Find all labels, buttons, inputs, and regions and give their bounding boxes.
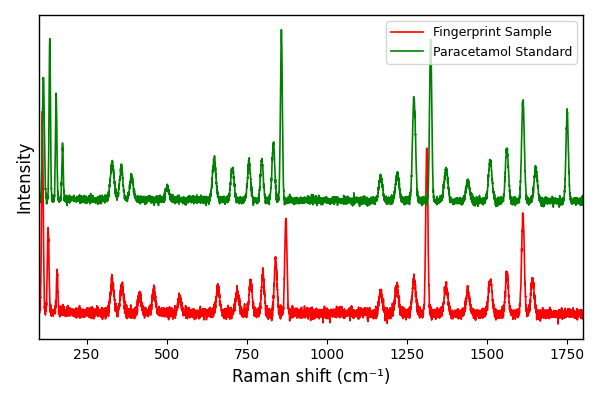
Fingerprint Sample — [134, 303, 141, 308]
Paracetamol Standard — [556, 205, 563, 210]
Paracetamol Standard — [441, 172, 448, 177]
Paracetamol Standard — [483, 196, 490, 201]
Fingerprint Sample — [243, 306, 250, 311]
Paracetamol Standard — [243, 184, 250, 189]
Fingerprint Sample — [39, 109, 46, 114]
Paracetamol Standard — [389, 196, 397, 201]
Fingerprint Sample — [35, 311, 42, 316]
Paracetamol Standard — [35, 196, 42, 200]
Fingerprint Sample — [441, 289, 448, 294]
Paracetamol Standard — [134, 196, 141, 201]
Fingerprint Sample — [580, 310, 587, 315]
Paracetamol Standard — [278, 27, 285, 32]
Line: Fingerprint Sample: Fingerprint Sample — [39, 111, 583, 324]
Paracetamol Standard — [580, 200, 587, 205]
Line: Paracetamol Standard: Paracetamol Standard — [39, 30, 583, 207]
Y-axis label: Intensity: Intensity — [15, 141, 33, 213]
Fingerprint Sample — [483, 307, 490, 312]
Fingerprint Sample — [554, 322, 562, 326]
Legend: Fingerprint Sample, Paracetamol Standard: Fingerprint Sample, Paracetamol Standard — [386, 21, 577, 63]
Paracetamol Standard — [362, 198, 369, 203]
X-axis label: Raman shift (cm⁻¹): Raman shift (cm⁻¹) — [232, 368, 390, 386]
Fingerprint Sample — [389, 314, 397, 318]
Fingerprint Sample — [362, 306, 369, 310]
